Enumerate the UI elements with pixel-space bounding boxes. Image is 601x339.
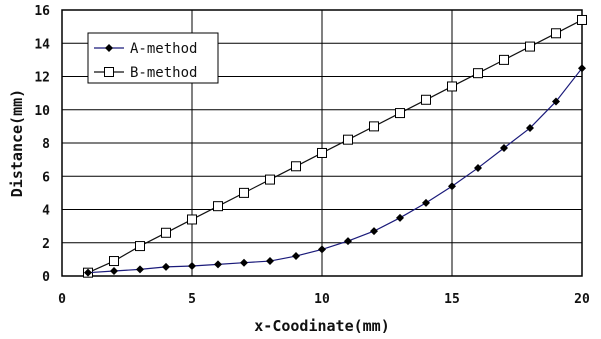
grid-lines (62, 10, 582, 276)
data-point (500, 143, 508, 152)
data-point (577, 14, 587, 25)
data-point (474, 163, 482, 172)
y-axis-title: Distance(mm) (8, 89, 26, 197)
y-tick-label: 6 (42, 170, 50, 185)
data-point (395, 108, 405, 119)
y-tick-label: 4 (42, 204, 50, 219)
series-a-method (84, 64, 586, 277)
data-point (318, 245, 326, 254)
data-point (552, 97, 560, 106)
legend: A-method B-method (87, 32, 219, 84)
data-point (240, 258, 248, 267)
data-point (213, 201, 223, 212)
data-point (291, 161, 301, 172)
data-point (317, 147, 327, 158)
data-point (110, 267, 118, 276)
y-tick-label: 10 (34, 104, 50, 119)
data-point (161, 227, 171, 238)
data-point (344, 237, 352, 246)
data-point (239, 187, 249, 198)
data-point (421, 94, 431, 105)
data-point (84, 268, 92, 277)
data-point (136, 265, 144, 274)
x-axis-title: x-Coodinate(mm) (254, 317, 389, 335)
data-point (447, 81, 457, 92)
legend-label-a: A-method (130, 41, 197, 57)
x-tick-label: 15 (444, 292, 460, 307)
x-tick-label: 20 (574, 292, 590, 307)
data-point (525, 41, 535, 52)
data-point (422, 198, 430, 207)
y-tick-label: 14 (34, 37, 50, 52)
data-point (292, 252, 300, 261)
y-tick-label: 2 (42, 237, 50, 252)
y-tick-label: 8 (42, 137, 50, 152)
series-layer (83, 14, 587, 278)
data-point (526, 124, 534, 133)
data-point (448, 182, 456, 191)
data-point (369, 121, 379, 132)
data-point (162, 262, 170, 271)
x-tick-label: 5 (188, 292, 196, 307)
legend-label-b: B-method (130, 65, 197, 81)
data-point (551, 28, 561, 39)
data-point (188, 262, 196, 271)
data-point (135, 241, 145, 252)
y-tick-label: 0 (42, 270, 50, 285)
data-point (343, 134, 353, 145)
data-point (499, 54, 509, 65)
data-point (214, 260, 222, 269)
x-tick-label: 0 (58, 292, 66, 307)
data-point (266, 257, 274, 266)
series-line (87, 67, 583, 274)
data-point (370, 227, 378, 236)
data-point (578, 64, 586, 73)
x-tick-labels: 0 5 10 15 20 (58, 292, 590, 307)
data-point (265, 174, 275, 185)
legend-marker-a (105, 44, 113, 52)
x-tick-label: 10 (314, 292, 330, 307)
data-point (109, 256, 119, 267)
legend-marker-b (104, 67, 114, 77)
y-tick-labels: 0 2 4 6 8 10 12 14 16 (34, 4, 50, 285)
y-tick-label: 16 (34, 4, 50, 19)
data-point (473, 68, 483, 79)
data-point (396, 213, 404, 222)
series-b-method (83, 14, 587, 278)
data-point (187, 214, 197, 225)
y-tick-label: 12 (34, 71, 50, 86)
